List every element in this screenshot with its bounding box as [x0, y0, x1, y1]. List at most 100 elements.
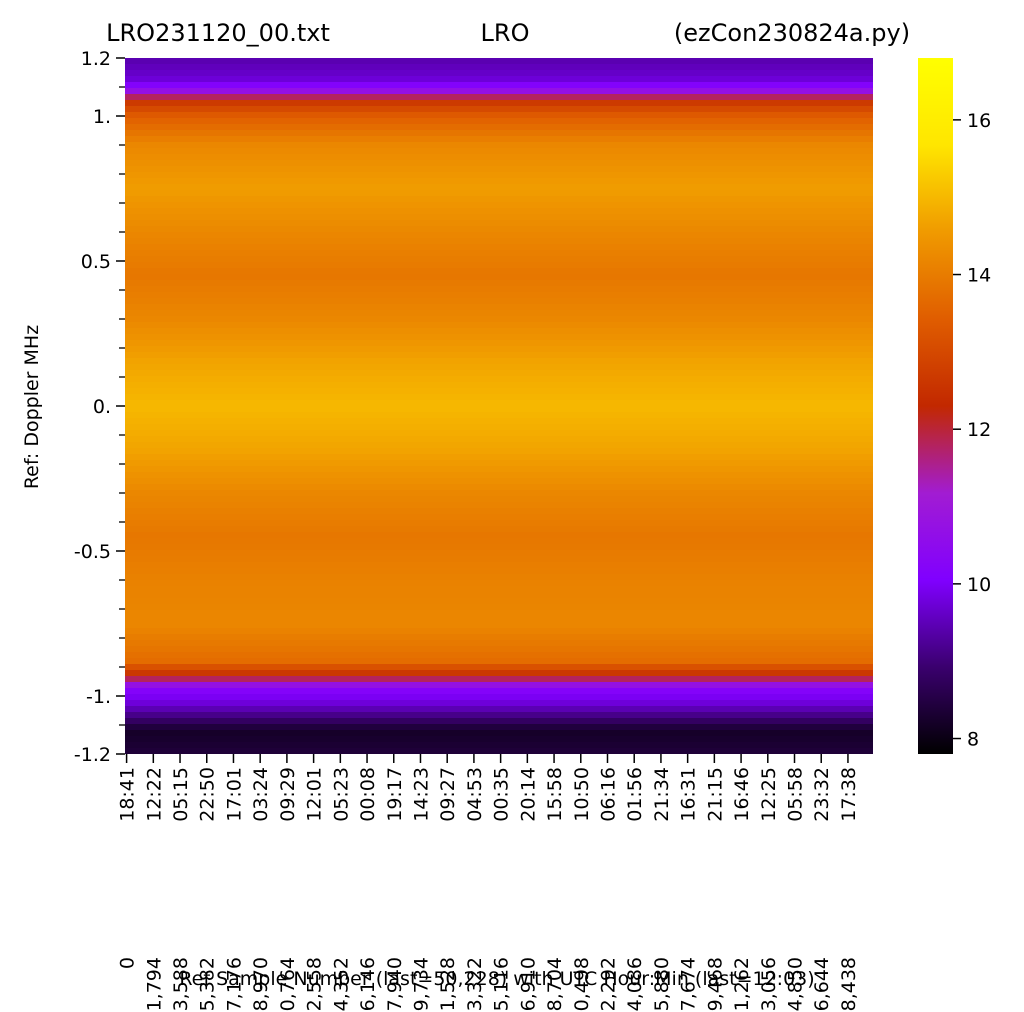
heatmap-row [125, 598, 873, 605]
heatmap-row [125, 556, 873, 563]
heatmap-row [125, 328, 873, 335]
x-tick-utc: 14:23 [410, 767, 432, 822]
heatmap-row [125, 118, 873, 125]
heatmap-row [125, 466, 873, 473]
x-tick-label: 12,558 [304, 957, 326, 1012]
x-tick-label: 44,850 [785, 957, 807, 1012]
x-tick-label: 32,292 [597, 957, 619, 1012]
x-tick-label: 43,056 [758, 957, 780, 1012]
heatmap-row [125, 82, 873, 89]
heatmap-row [125, 532, 873, 539]
x-tick-label: 14,352 [330, 957, 352, 1012]
heatmap-row [125, 718, 873, 725]
heatmap-row [125, 154, 873, 161]
heatmap-row [125, 616, 873, 623]
y-axis-label: Ref: Doppler MHz [21, 325, 43, 489]
x-tick-label: 28,704 [544, 957, 566, 1012]
title-left: LRO231120_00.txt [106, 19, 330, 47]
heatmap-row [125, 106, 873, 113]
x-tick-utc: 17:01 [223, 767, 245, 822]
heatmap-row [125, 130, 873, 137]
heatmap-row [125, 274, 873, 281]
heatmap-row [125, 148, 873, 155]
heatmap-row [125, 664, 873, 671]
heatmap-row [125, 604, 873, 611]
x-tick-utc: 03:24 [250, 767, 272, 822]
heatmap-row [125, 568, 873, 575]
x-tick-utc: 01:56 [624, 767, 646, 822]
heatmap-row [125, 358, 873, 365]
y-tick-label: -1.2 [74, 744, 111, 766]
x-tick-utc: 12:22 [143, 767, 165, 822]
x-tick-label: 39,468 [704, 957, 726, 1012]
x-tick-label: 41,262 [731, 957, 753, 1012]
colorbar-tick-label: 12 [967, 419, 991, 441]
heatmap-row [125, 670, 873, 677]
heatmap-row [125, 388, 873, 395]
heatmap-row [125, 430, 873, 437]
x-tick-utc: 17:38 [838, 767, 860, 822]
x-tick-label: 48,438 [838, 957, 860, 1012]
heatmap-row [125, 184, 873, 191]
heatmap-row [125, 676, 873, 683]
heatmap-row [125, 736, 873, 743]
y-tick-label: 1.2 [81, 48, 111, 70]
x-tick-utc: 00:08 [357, 767, 379, 822]
x-tick-utc: 09:29 [277, 767, 299, 822]
x-tick-utc: 21:15 [704, 767, 726, 822]
x-axis: 0 18:41 1,794 12:22 3,588 05:15 5,382 22:50 7,17… [117, 754, 860, 1012]
x-tick-utc: 18:41 [117, 767, 139, 822]
heatmap-row [125, 58, 873, 65]
heatmap-row [125, 694, 873, 701]
heatmap-row [125, 70, 873, 77]
x-tick-utc: 05:23 [330, 767, 352, 822]
x-tick-utc: 16:46 [731, 767, 753, 822]
x-tick-label: 21,528 [437, 957, 459, 1012]
heatmap-row [125, 442, 873, 449]
x-tick-label: 30,498 [571, 957, 593, 1012]
heatmap-row [125, 460, 873, 467]
y-tick-label: 0.5 [81, 251, 111, 273]
heatmap-row [125, 424, 873, 431]
heatmap-row [125, 412, 873, 419]
heatmap-row [125, 196, 873, 203]
heatmap-row [125, 100, 873, 107]
x-tick-label: 19,734 [410, 957, 432, 1012]
heatmap-row [125, 544, 873, 551]
heatmap-row [125, 700, 873, 707]
heatmap-row [125, 352, 873, 359]
heatmap-row [125, 88, 873, 95]
heatmap-row [125, 748, 873, 754]
heatmap-row [125, 712, 873, 719]
heatmap-row [125, 280, 873, 287]
x-tick-utc: 12:25 [758, 767, 780, 822]
heatmap-row [125, 640, 873, 647]
x-tick-label: 3,588 [170, 957, 192, 1011]
heatmap-row [125, 310, 873, 317]
heatmap-row [125, 562, 873, 569]
heatmap-row [125, 646, 873, 653]
x-tick-utc: 05:15 [170, 767, 192, 822]
colorbar [918, 58, 953, 754]
x-tick-utc: 04:53 [464, 767, 486, 822]
heatmap-row [125, 202, 873, 209]
heatmap-row [125, 400, 873, 407]
x-tick-utc: 09:27 [437, 767, 459, 822]
heatmap-row [125, 256, 873, 263]
heatmap-row [125, 268, 873, 275]
x-tick-label: 0 [117, 957, 139, 969]
x-tick-label: 16,146 [357, 957, 379, 1012]
heatmap-row [125, 112, 873, 119]
heatmap-row [125, 64, 873, 71]
heatmap-row [125, 382, 873, 389]
heatmap-row [125, 526, 873, 533]
title-center: LRO [481, 19, 530, 47]
heatmap-row [125, 496, 873, 503]
heatmap-row [125, 418, 873, 425]
heatmap-row [125, 658, 873, 665]
x-tick-utc: 00:35 [491, 767, 513, 822]
x-tick-label: 37,674 [678, 957, 700, 1012]
colorbar-tick-label: 8 [967, 729, 979, 751]
heatmap-row [125, 286, 873, 293]
colorbar-tick-label: 16 [967, 110, 991, 132]
